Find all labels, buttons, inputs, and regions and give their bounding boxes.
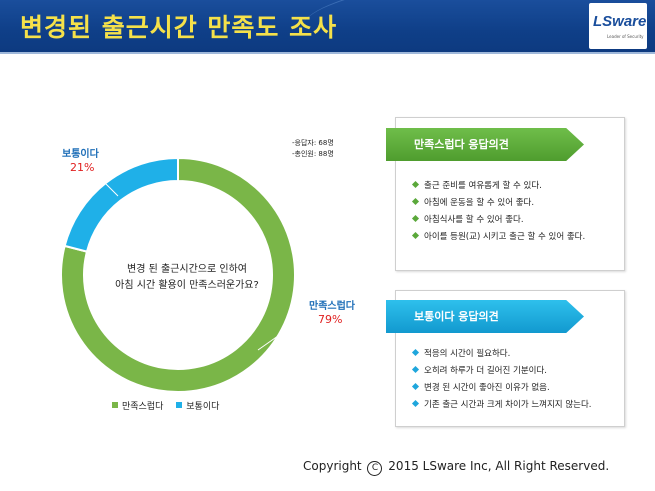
copyright-prefix: Copyright [303,459,362,473]
legend-label-satisfied: 만족스럽다 [122,402,164,412]
list-item: 아이를 등원(교) 시키고 출근 할 수 있어 좋다. [411,229,585,246]
list-item: 적응의 시간이 필요하다. [411,346,592,363]
leader-line-neutral [94,172,119,197]
slice-label-satisfied: 만족스럽다 [309,301,355,312]
satisfied-opinions-title: 만족스럽다 응답의견 [386,128,584,161]
copyright-rest: 2015 LSware Inc, All Right Reserved. [388,459,610,473]
company-logo: LSware Leader of Security [589,3,647,49]
neutral-opinions-title: 보통이다 응답의견 [386,300,584,333]
header-divider [0,52,655,54]
slice-label-neutral: 보통이다 [62,149,99,160]
diamond-bullet-icon [411,365,420,374]
slice-value-neutral: 21% [70,161,95,174]
legend-item-neutral: 보통이다 [176,402,219,412]
legend-item-satisfied: 만족스럽다 [112,402,166,412]
satisfied-opinions-list: 출근 준비를 여유롭게 할 수 있다. 아침에 운동을 할 수 있어 좋다. 아… [411,178,585,246]
slice-neutral [63,156,179,253]
copyright-symbol-icon: C [367,461,383,476]
respondent-info: -응답자: 68명 -총인원: 88명 [292,138,334,160]
diamond-bullet-icon [411,382,420,391]
page-title: 변경된 출근시간 만족도 조사 [20,13,338,42]
legend-label-neutral: 보통이다 [186,402,220,412]
list-item: 아침에 운동을 할 수 있어 좋다. [411,195,585,212]
legend-swatch-neutral [176,402,183,408]
slice-value-satisfied: 79% [318,313,343,326]
list-item: 출근 준비를 여유롭게 할 수 있다. [411,178,585,195]
neutral-opinions-list: 적응의 시간이 필요하다. 오히려 하루가 더 길어진 기분이다. 변경 된 시… [411,346,592,414]
list-item: 기존 출근 시간과 크게 차이가 느껴지지 않는다. [411,397,592,414]
diamond-bullet-icon [411,399,420,408]
header-bar: 변경된 출근시간 만족도 조사 LSware Leader of Securit… [0,0,655,52]
respondent-count: -응답자: 68명 [292,139,334,147]
total-count: -총인원: 88명 [292,150,334,158]
diamond-bullet-icon [411,214,420,223]
list-item: 아침식사를 할 수 있어 좋다. [411,212,585,229]
diamond-bullet-icon [411,348,420,357]
list-item: 변경 된 시간이 좋아진 이유가 없음. [411,380,592,397]
center-question-line-2: 아침 시간 활용이 만족스러운가요? [115,280,259,291]
diamond-bullet-icon [411,180,420,189]
copyright-text: Copyright C 2015 LSware Inc, All Right R… [303,459,609,476]
slice-satisfied [60,156,296,393]
logo-subtitle: Leader of Security [607,34,644,39]
chart-center-question: 변경 된 출근시간으로 인하여 아침 시간 활용이 만족스러운가요? [92,262,282,294]
diamond-bullet-icon [411,231,420,240]
legend-swatch-satisfied [112,402,118,408]
chart-legend: 만족스럽다 보통이다 [112,399,219,412]
diamond-bullet-icon [411,197,420,206]
logo-text: LSware [593,13,647,30]
list-item: 오히려 하루가 더 길어진 기분이다. [411,363,592,380]
leader-line-satisfied [257,311,313,351]
center-question-line-1: 변경 된 출근시간으로 인하여 [127,264,247,275]
